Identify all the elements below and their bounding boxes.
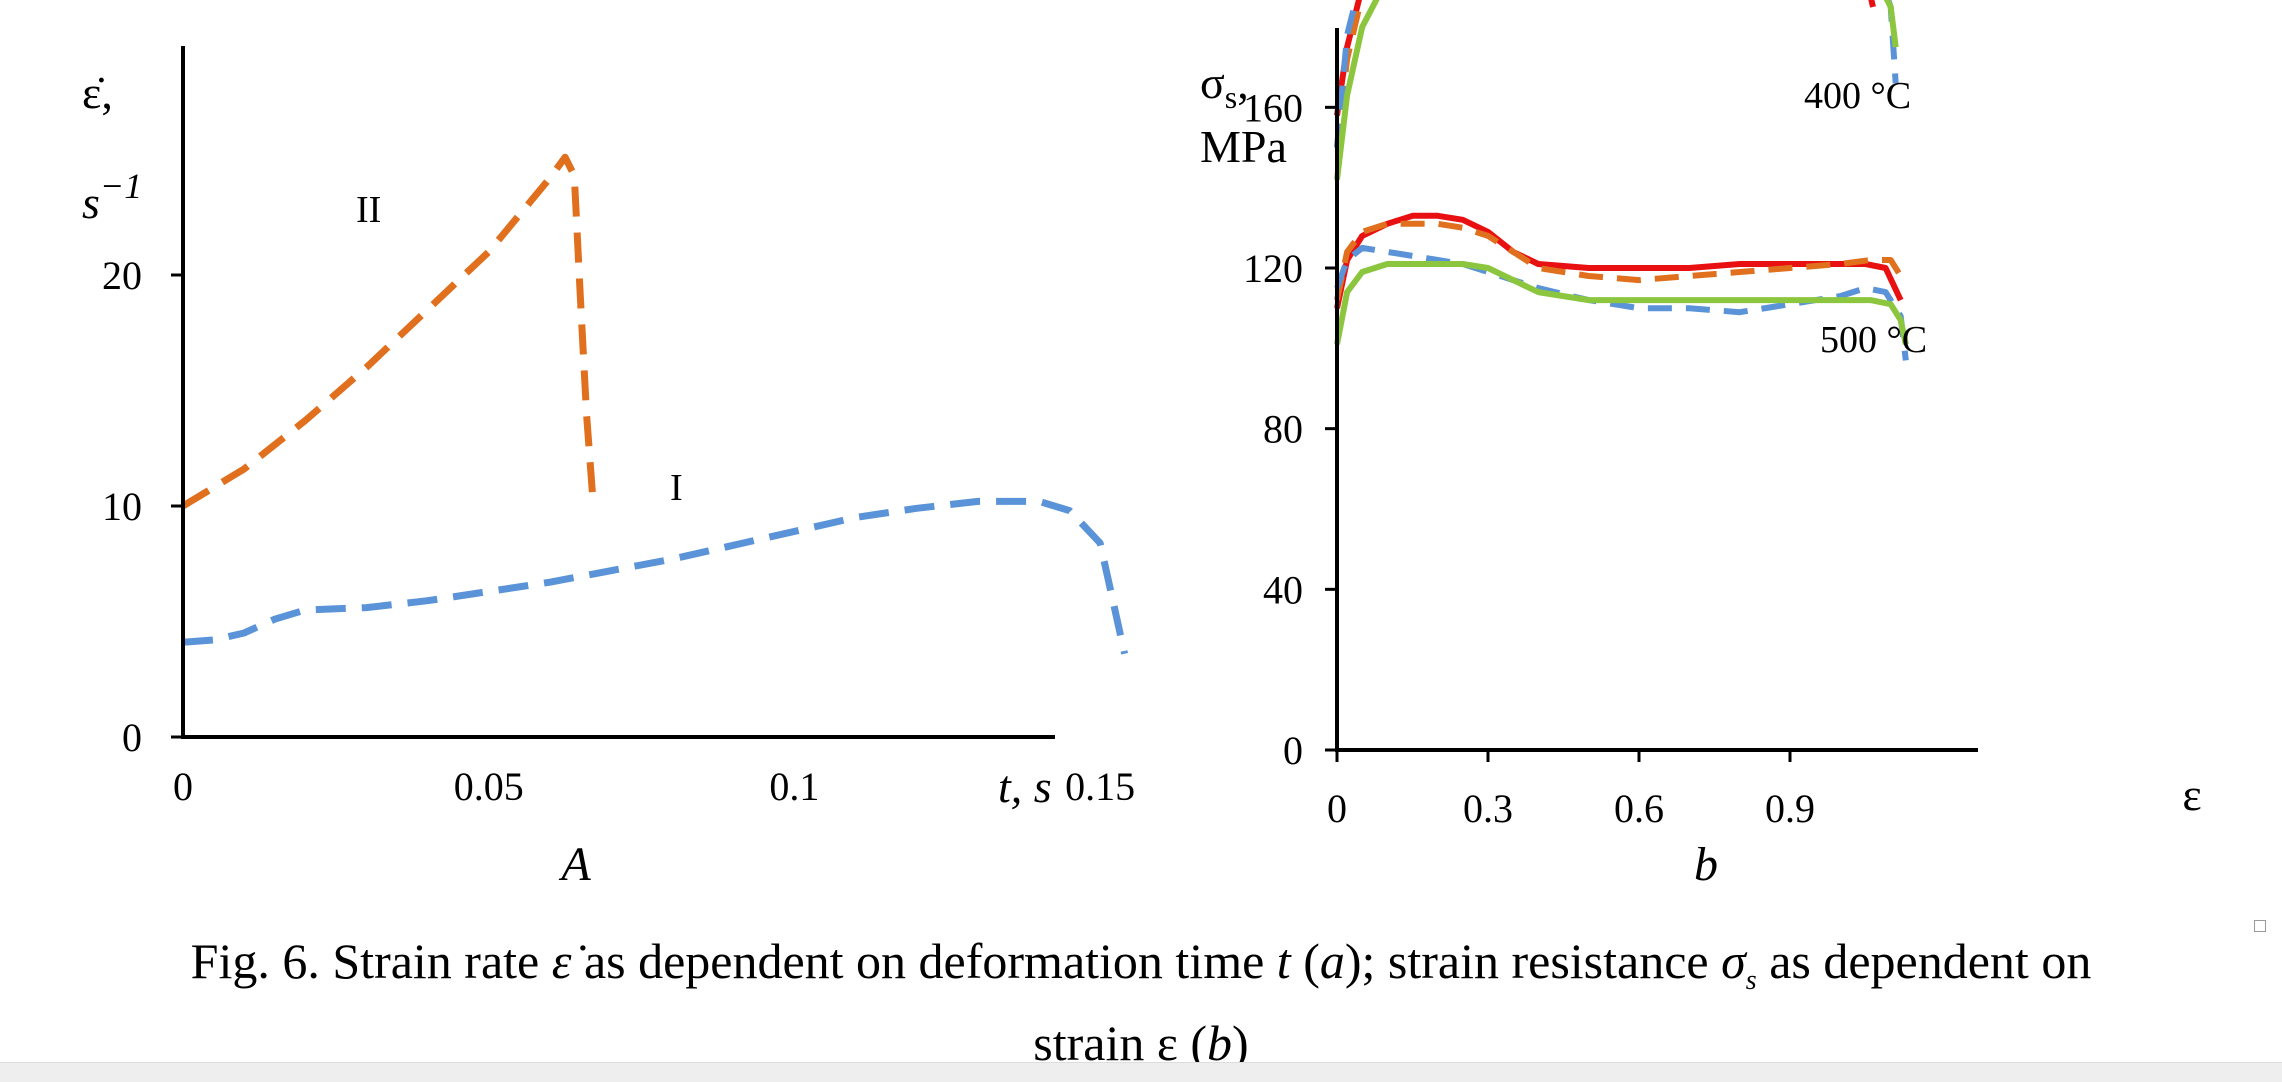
chart-b-label-400: 400 °C bbox=[1804, 75, 1911, 117]
chart-b-ylabel-top: σs, bbox=[1200, 57, 1249, 115]
chart-a-panel-label: A bbox=[558, 838, 591, 891]
chart-b-ticks: 0 0.3 0.6 0.9 0 40 80 120 160 bbox=[1243, 85, 1815, 831]
chart-a-y-tick-label: 10 bbox=[102, 484, 142, 529]
chart-a-x-tick-label: 0.1 bbox=[769, 764, 819, 809]
bottom-scrollbar[interactable] bbox=[0, 1062, 2282, 1082]
chart-a-x-tick-label: 0.15 bbox=[1065, 764, 1135, 809]
chart-b-series-500-red bbox=[1334, 212, 1904, 309]
chart-b-x-tick-label: 0 bbox=[1327, 786, 1347, 831]
chart-a-series-ii bbox=[181, 153, 597, 509]
chart-b-y-tick-label: 160 bbox=[1243, 85, 1303, 130]
chart-a-label-i: I bbox=[670, 467, 683, 509]
chart-a-series bbox=[181, 153, 1129, 655]
chart-a-label-ii: II bbox=[356, 189, 381, 231]
caption-symbol-eps-dot: ε̇ bbox=[551, 933, 572, 989]
chart-b-y-tick-label: 0 bbox=[1283, 728, 1303, 773]
chart-a-ticks: 0 0.05 0.1 0.15 0 10 20 bbox=[102, 253, 1135, 809]
chart-b: 0 0.3 0.6 0.9 0 40 80 120 160 σs, MPa ε b 400 °C… bbox=[1200, 0, 2202, 891]
figure-caption-line-1: Fig. 6. Strain rate ε̇ as dependent on d… bbox=[190, 933, 2092, 996]
chart-b-series-400-orange bbox=[1334, 0, 1365, 148]
chart-b-series-500-green bbox=[1334, 261, 1909, 345]
caption-symbol-eps: ε bbox=[1156, 1015, 1178, 1071]
chart-a-x-tick-label: 0.05 bbox=[454, 764, 524, 809]
chart-a-ylabel-unit: s−1 bbox=[82, 166, 142, 228]
figure-caption-line-2: strain ε (b) bbox=[1033, 1015, 1249, 1071]
chart-b-series-500-blue bbox=[1334, 244, 1909, 361]
chart-a-ylabel-top: ε̇, bbox=[82, 67, 113, 118]
chart-b-series-400-blue bbox=[1334, 0, 1899, 148]
chart-b-series bbox=[1334, 0, 1909, 361]
chart-b-y-tick-label: 120 bbox=[1243, 246, 1303, 291]
chart-b-x-tick-label: 0.6 bbox=[1614, 786, 1664, 831]
chart-b-xlabel: ε bbox=[2182, 769, 2201, 820]
chart-b-y-tick-label: 40 bbox=[1263, 567, 1303, 612]
chart-b-y-tick-label: 80 bbox=[1263, 407, 1303, 452]
chart-b-label-500: 500 °C bbox=[1820, 319, 1927, 361]
chart-a-xlabel: t, s bbox=[998, 761, 1052, 812]
chart-b-x-tick-label: 0.9 bbox=[1765, 786, 1815, 831]
resize-handle-icon[interactable] bbox=[2254, 920, 2266, 932]
chart-b-panel-label: b bbox=[1694, 838, 1718, 891]
chart-b-x-tick-label: 0.3 bbox=[1463, 786, 1513, 831]
chart-a-x-tick-label: 0 bbox=[173, 764, 193, 809]
chart-b-series-400-red bbox=[1334, 0, 1876, 116]
chart-a-y-tick-label: 20 bbox=[102, 253, 142, 298]
chart-a-series-i bbox=[182, 497, 1129, 655]
caption-symbol-sigma: σs bbox=[1721, 933, 1757, 996]
chart-a: 0 0.05 0.1 0.15 0 10 20 ε̇, s−1 t, s A II I bbox=[82, 46, 1135, 891]
chart-b-ylabel-unit: MPa bbox=[1200, 121, 1287, 172]
chart-a-y-tick-label: 0 bbox=[122, 715, 142, 760]
